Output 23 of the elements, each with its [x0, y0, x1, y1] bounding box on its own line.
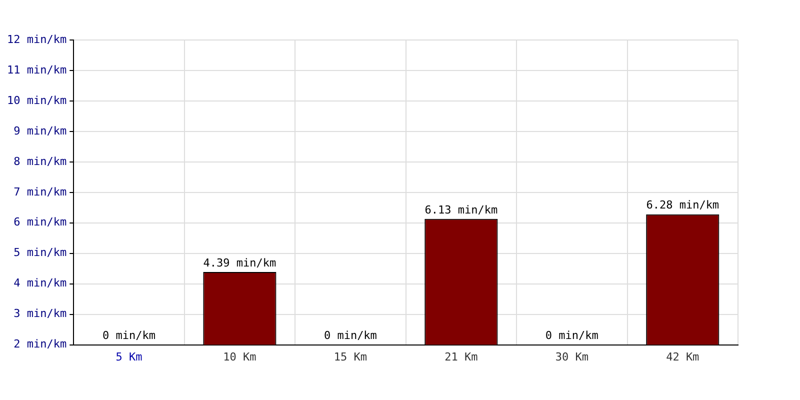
x-tick-label: 5 Km: [116, 350, 143, 364]
data-label: 4.39 min/km: [203, 256, 276, 270]
y-tick-label: 12 min/km: [6, 32, 67, 46]
y-tick-label: 11 min/km: [6, 63, 67, 76]
data-label: 6.13 min/km: [424, 203, 498, 216]
x-tick-label: 30 Km: [555, 350, 589, 364]
x-tick-label: 21 Km: [444, 350, 478, 364]
x-tick-label: 15 Km: [334, 350, 368, 364]
x-tick-label: 10 Km: [223, 350, 257, 364]
y-tick-label: 3 min/km: [14, 307, 67, 320]
y-tick-label: 8 min/km: [14, 154, 67, 168]
text: 0 min/km: [545, 329, 598, 342]
y-tick-label: 9 min/km: [14, 124, 67, 138]
y-tick-label: 4 min/km: [14, 276, 67, 290]
y-tick-label: 6 min/km: [14, 216, 67, 229]
text: 0 min/km: [324, 329, 377, 342]
y-tick-label: 7 min/km: [14, 185, 67, 198]
y-tick-label: 10 min/km: [6, 94, 67, 107]
x-tick-label: 42 Km: [666, 350, 700, 364]
text: 0 min/km: [102, 329, 156, 342]
y-tick-label: 5 min/km: [14, 246, 67, 260]
data-label: 6.28 min/km: [646, 198, 720, 212]
y-tick-label: 2 min/km: [14, 338, 67, 351]
